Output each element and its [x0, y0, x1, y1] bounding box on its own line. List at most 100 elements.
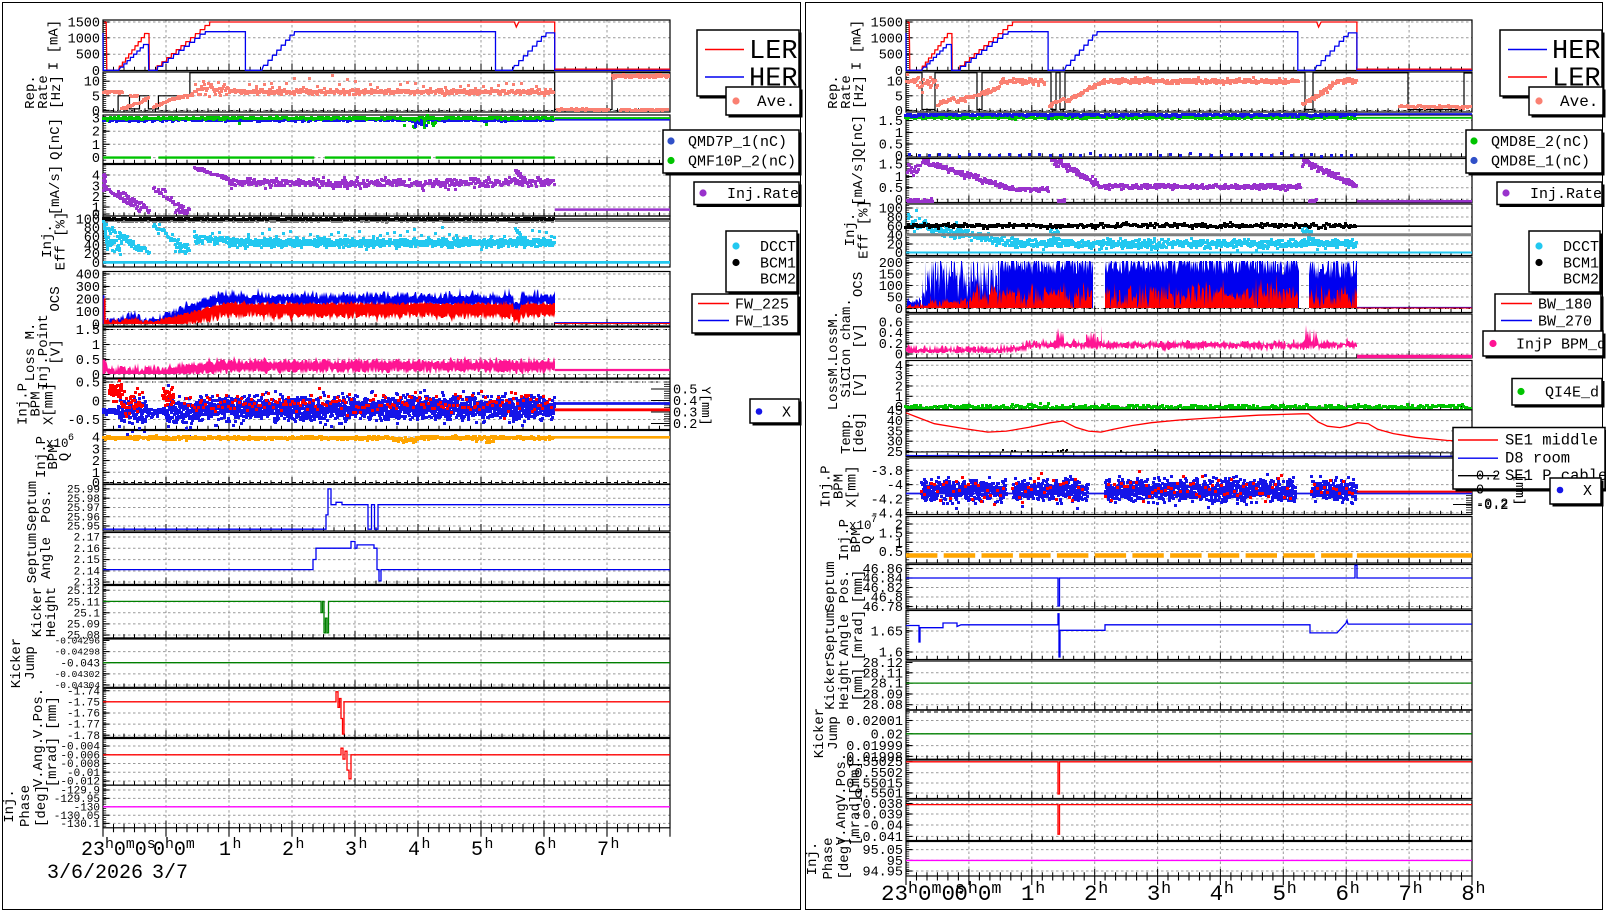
- svg-text:h: h: [968, 879, 978, 898]
- svg-text:BCM2: BCM2: [1563, 272, 1599, 289]
- svg-text:-0.2: -0.2: [1476, 498, 1508, 513]
- svg-text:1500: 1500: [68, 17, 100, 32]
- svg-text:Inj.Rate: Inj.Rate: [1530, 186, 1602, 203]
- svg-text:InjP BPM_d: InjP BPM_d: [1516, 337, 1606, 354]
- svg-text:QMD7P_1(nC): QMD7P_1(nC): [688, 134, 787, 151]
- svg-text:BW_270: BW_270: [1538, 314, 1592, 331]
- svg-text:0.5: 0.5: [879, 546, 903, 561]
- svg-text:[V]: [V]: [852, 323, 868, 348]
- svg-text:h: h: [422, 837, 431, 853]
- svg-text:1.65: 1.65: [871, 626, 903, 641]
- svg-text:h: h: [1476, 879, 1486, 898]
- svg-text:Q: Q: [860, 536, 876, 544]
- svg-text:h: h: [1035, 879, 1045, 898]
- svg-text:QMD8E_2(nC): QMD8E_2(nC): [1491, 134, 1590, 151]
- svg-text:[mA/s]: [mA/s]: [48, 165, 64, 215]
- svg-text:0.5: 0.5: [76, 354, 100, 369]
- svg-text:94.95: 94.95: [862, 866, 903, 881]
- svg-text:m: m: [991, 879, 1001, 898]
- svg-text:-4: -4: [887, 479, 903, 494]
- svg-text:1: 1: [1021, 881, 1035, 907]
- svg-text:Q[nC]: Q[nC]: [48, 118, 64, 160]
- svg-text:7: 7: [871, 515, 877, 526]
- svg-text:h: h: [1287, 879, 1297, 898]
- svg-text:X[mm]: X[mm]: [845, 465, 861, 507]
- svg-text:5: 5: [1273, 881, 1287, 907]
- svg-text:46.78: 46.78: [862, 601, 903, 616]
- svg-text:[mm]: [mm]: [851, 668, 867, 702]
- svg-text:1000: 1000: [68, 32, 100, 47]
- svg-text:4: 4: [408, 839, 420, 862]
- svg-text:QMD8E_1(nC): QMD8E_1(nC): [1491, 154, 1590, 171]
- svg-text:0: 0: [174, 839, 186, 862]
- svg-text:23: 23: [881, 881, 908, 907]
- svg-text:Q: Q: [57, 453, 73, 461]
- svg-text:HER: HER: [1552, 37, 1601, 67]
- svg-text:Eff [%]: Eff [%]: [857, 200, 873, 259]
- svg-text:Eff [%]: Eff [%]: [54, 212, 70, 271]
- svg-text:1500: 1500: [871, 17, 903, 32]
- svg-text:D8 room: D8 room: [1505, 450, 1570, 468]
- svg-text:[mrad]: [mrad]: [45, 737, 61, 787]
- svg-text:8: 8: [1461, 881, 1475, 907]
- svg-text:BCM1: BCM1: [1563, 256, 1599, 273]
- svg-text:h: h: [359, 837, 368, 853]
- svg-text:-0.04296: -0.04296: [55, 636, 101, 647]
- svg-text:[deg]: [deg]: [852, 412, 868, 454]
- svg-text:0: 0: [918, 881, 932, 907]
- svg-text:7: 7: [597, 839, 609, 862]
- svg-text:0.2: 0.2: [673, 418, 697, 433]
- svg-text:[mm]: [mm]: [1512, 474, 1527, 505]
- svg-text:-4.2: -4.2: [871, 493, 903, 508]
- svg-text:[mm]: [mm]: [851, 570, 867, 604]
- svg-text:0: 0: [978, 881, 992, 907]
- svg-text:7: 7: [1398, 881, 1412, 907]
- svg-text:500: 500: [76, 49, 100, 64]
- svg-text:[deg]: [deg]: [34, 785, 50, 827]
- svg-text:I [mA]: I [mA]: [850, 20, 866, 70]
- svg-text:Phase: Phase: [18, 785, 34, 827]
- svg-text:h: h: [908, 879, 918, 898]
- svg-text:0: 0: [954, 881, 968, 907]
- svg-text:2: 2: [1084, 881, 1098, 907]
- svg-text:0: 0: [92, 152, 100, 167]
- svg-text:25.12: 25.12: [67, 586, 100, 598]
- svg-text:3: 3: [345, 839, 357, 862]
- svg-text:3/6/2026: 3/6/2026: [47, 862, 143, 885]
- svg-text:Ave.: Ave.: [757, 93, 795, 111]
- svg-text:DCCT: DCCT: [760, 239, 796, 256]
- svg-text:0: 0: [92, 395, 100, 410]
- svg-text:OCS: OCS: [48, 286, 64, 311]
- svg-text:DCCT: DCCT: [1563, 239, 1599, 256]
- svg-text:SE1 middle: SE1 middle: [1505, 432, 1598, 450]
- svg-text:2: 2: [282, 839, 294, 862]
- svg-text:0.2: 0.2: [1476, 470, 1500, 485]
- svg-text:3/7: 3/7: [152, 862, 188, 885]
- svg-text:h: h: [1161, 879, 1171, 898]
- svg-text:6: 6: [68, 433, 74, 444]
- svg-text:0.5: 0.5: [76, 377, 100, 392]
- svg-text:500: 500: [879, 49, 903, 64]
- svg-text:[V]: [V]: [49, 339, 65, 364]
- svg-text:m: m: [932, 879, 942, 898]
- svg-text:28.08: 28.08: [862, 699, 903, 714]
- svg-text:-0.04302: -0.04302: [55, 669, 100, 680]
- svg-text:Inj.Rate: Inj.Rate: [727, 186, 799, 203]
- svg-text:0: 0: [153, 839, 165, 862]
- svg-text:1: 1: [92, 339, 100, 354]
- svg-text:[Hz]: [Hz]: [852, 75, 868, 109]
- svg-text:h: h: [611, 837, 620, 853]
- svg-text:m: m: [186, 837, 195, 853]
- svg-text:[mA/s]: [mA/s]: [851, 155, 867, 205]
- svg-text:h: h: [105, 837, 114, 853]
- svg-text:I [mA]: I [mA]: [47, 20, 63, 70]
- svg-text:h: h: [548, 837, 557, 853]
- svg-text:25: 25: [887, 446, 903, 461]
- svg-text:Jump: Jump: [23, 646, 39, 680]
- svg-text:Ave.: Ave.: [1560, 93, 1598, 111]
- svg-text:FW_225: FW_225: [735, 297, 789, 314]
- svg-text:-1.74: -1.74: [67, 686, 100, 698]
- svg-text:h: h: [1098, 879, 1108, 898]
- svg-text:Angle: Angle: [39, 537, 55, 579]
- svg-text:4: 4: [1210, 881, 1224, 907]
